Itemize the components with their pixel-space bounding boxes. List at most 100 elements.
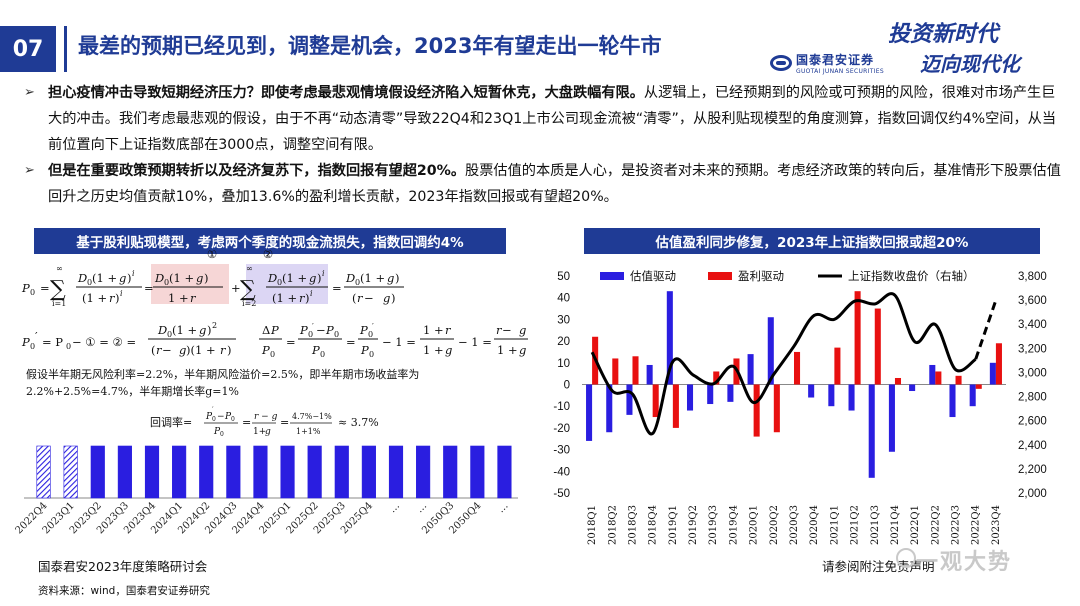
svg-text:0: 0 bbox=[220, 431, 224, 438]
svg-text:r: r bbox=[496, 323, 503, 337]
earnings-bar bbox=[794, 351, 801, 385]
bar-1 bbox=[63, 445, 78, 499]
bar-10 bbox=[307, 445, 322, 499]
svg-text:(1 +: (1 + bbox=[282, 271, 307, 285]
left-panel-heading: 基于股利贴现模型，考虑两个季度的现金流损失，指数回调约4% bbox=[34, 228, 506, 254]
left-axis-tick: 50 bbox=[557, 271, 570, 283]
right-axis-tick: 2,200 bbox=[1018, 464, 1047, 476]
svg-text:r: r bbox=[299, 291, 306, 305]
bar-4 bbox=[144, 445, 160, 499]
svg-text:P: P bbox=[261, 343, 270, 357]
title-divider bbox=[64, 26, 67, 72]
svg-text:− ① = ② =: − ① = ② = bbox=[72, 335, 136, 349]
svg-text:P: P bbox=[205, 412, 213, 422]
x-category-label: 2021Q4 bbox=[890, 505, 901, 545]
earnings-bar bbox=[773, 384, 780, 433]
svg-text:−: − bbox=[502, 323, 512, 337]
svg-text:P: P bbox=[360, 343, 369, 357]
data-source: 资料来源：wind，国泰君安证券研究 bbox=[38, 585, 210, 597]
svg-text:0: 0 bbox=[368, 330, 373, 339]
svg-text:0: 0 bbox=[355, 278, 360, 287]
valuation-bar bbox=[646, 364, 653, 385]
valuation-bar bbox=[747, 354, 754, 385]
svg-text:): ) bbox=[395, 271, 400, 285]
svg-text:1+1%: 1+1% bbox=[296, 427, 321, 436]
valuation-bar bbox=[949, 384, 956, 418]
svg-text:D: D bbox=[154, 271, 164, 285]
svg-text:(1 +: (1 + bbox=[272, 291, 297, 305]
right-axis-tick: 2,800 bbox=[1018, 392, 1047, 404]
svg-text:∑: ∑ bbox=[50, 277, 66, 302]
svg-text:g: g bbox=[387, 271, 394, 285]
bullet-2-bold: 但是在重要政策预期转折以及经济复苏下，指数回报有望超20%。 bbox=[48, 163, 466, 179]
right-axis-tick: 3,200 bbox=[1018, 343, 1047, 355]
svg-text:0: 0 bbox=[87, 278, 92, 287]
svg-text:4.7%−1%: 4.7%−1% bbox=[292, 412, 332, 421]
legend-earnings-swatch bbox=[708, 272, 732, 280]
svg-text:(: ( bbox=[151, 343, 156, 357]
svg-text:= P: = P bbox=[42, 335, 63, 349]
slogan-line1: 投资新时代 bbox=[888, 21, 999, 47]
left-axis-tick: 0 bbox=[564, 380, 570, 392]
svg-text:− 1 =: − 1 = bbox=[382, 335, 416, 349]
left-axis-tick: -50 bbox=[553, 488, 570, 500]
valuation-bar bbox=[848, 384, 855, 411]
earnings-bar bbox=[854, 291, 861, 385]
svg-text:=: = bbox=[144, 281, 154, 295]
earnings-bar bbox=[834, 347, 841, 385]
left-axis-tick: -10 bbox=[553, 401, 570, 413]
bullet-1-text: 从逻辑上，已经预期到的风险或可预期的风险，很难对市场产生巨大的冲击。我们考虑最悲… bbox=[48, 85, 1057, 153]
x-category-label: 2021Q2 bbox=[850, 505, 861, 545]
company-logo: 国泰君安证券 GUOTAI JUNAN SECURITIES bbox=[770, 51, 884, 75]
assumption-line2: 2.2%+2.5%=4.7%，半年期增长率g=1% bbox=[26, 385, 239, 398]
svg-text:=: = bbox=[346, 335, 356, 349]
bullet-1: ➢ 担心疫情冲击导致短期经济压力？即使考虑最悲观情境假设经济陷入短暂休克，大盘跌… bbox=[22, 80, 1062, 158]
svg-text:P: P bbox=[224, 412, 232, 422]
valuation-bar bbox=[969, 384, 976, 407]
assumption-note: 假设半年期无风险利率=2.2%，半年期风险溢价=2.5%，即半年期市场收益率为 … bbox=[26, 366, 419, 400]
svg-text:(1 +: (1 + bbox=[82, 291, 107, 305]
bullet-2: ➢ 但是在重要政策预期转折以及经济复苏下，指数回报有望超20%。股票估值的本质是… bbox=[22, 158, 1062, 210]
pullback-result: ≈ 3.7% bbox=[338, 416, 379, 429]
svg-text:0: 0 bbox=[30, 342, 35, 351]
svg-text:g: g bbox=[199, 323, 206, 337]
bar-3 bbox=[117, 445, 132, 499]
svg-text:i: i bbox=[120, 289, 123, 298]
x-category-label: 2018Q1 bbox=[587, 505, 598, 545]
dividend-bar-chart: 2022Q42023Q12023Q22023Q32023Q42024Q12024… bbox=[14, 445, 518, 536]
svg-text:): ) bbox=[204, 271, 209, 285]
svg-text:i=2: i=2 bbox=[242, 299, 256, 308]
svg-text:g: g bbox=[119, 271, 126, 285]
right-axis-tick: 3,800 bbox=[1018, 271, 1047, 283]
right-axis-tick: 2,400 bbox=[1018, 440, 1047, 452]
valuation-bar bbox=[626, 384, 633, 415]
bar-0 bbox=[36, 445, 51, 499]
svg-text:1+: 1+ bbox=[253, 427, 266, 437]
valuation-bar bbox=[606, 384, 613, 433]
bar-9 bbox=[280, 445, 295, 499]
valuation-bar bbox=[808, 384, 815, 398]
x-category-label: 2021Q3 bbox=[870, 505, 881, 545]
legend-valuation-label: 估值驱动 bbox=[630, 269, 676, 283]
svg-text:g: g bbox=[179, 343, 186, 357]
right-axis-tick: 3,600 bbox=[1018, 295, 1047, 307]
svg-text:D: D bbox=[345, 271, 355, 285]
svg-text:): ) bbox=[317, 271, 322, 285]
svg-text:P: P bbox=[311, 343, 320, 357]
svg-text:′: ′ bbox=[372, 322, 374, 331]
legend-valuation-swatch bbox=[600, 272, 624, 280]
legend-index-label: 上证指数收盘价（右轴） bbox=[848, 269, 975, 283]
x-category-label: 2022Q4 bbox=[971, 505, 982, 545]
svg-text:r: r bbox=[357, 291, 364, 305]
x-category-label: 2018Q2 bbox=[607, 505, 618, 545]
svg-text:′: ′ bbox=[212, 406, 214, 414]
earnings-bar bbox=[652, 384, 659, 418]
index-line bbox=[590, 292, 977, 436]
earnings-bar bbox=[955, 375, 962, 385]
svg-text:+: + bbox=[231, 281, 241, 295]
svg-text:∞: ∞ bbox=[56, 264, 63, 273]
x-category-label: 2022Q2 bbox=[930, 505, 941, 545]
svg-text:D: D bbox=[267, 271, 277, 285]
valuation-bar bbox=[707, 384, 714, 405]
